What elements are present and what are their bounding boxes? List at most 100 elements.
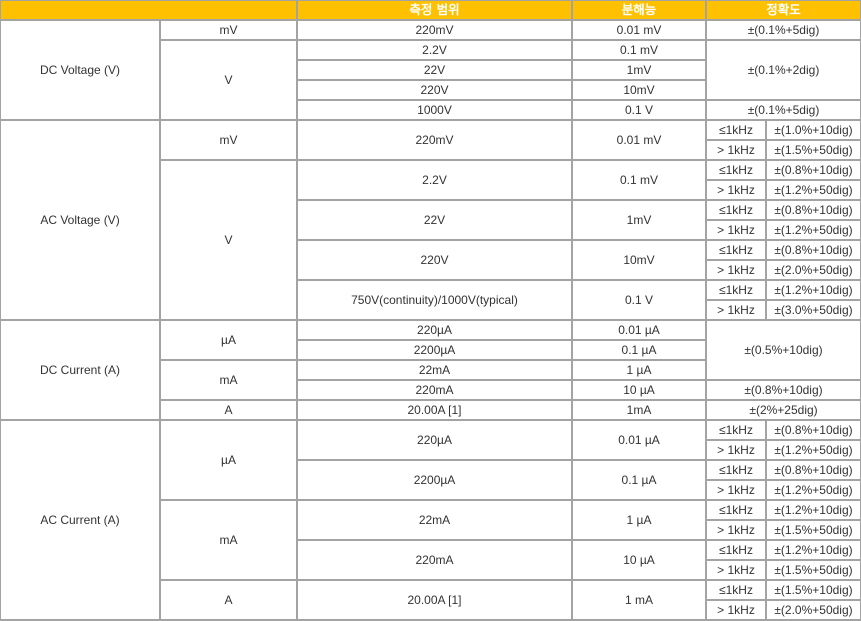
table-cell: ±(1.5%+50dig) [764,519,861,541]
table-cell: ±(1.2%+10dig) [764,539,861,561]
table-cell: 0.1 µA [571,339,707,361]
table-row: > 1kHz ±(1.5%+50dig) [0,519,861,541]
table-cell: ±(0.1%+5dig) [704,19,861,41]
table-row: mA 22mA 1 µA ≤1kHz ±(1.2%+10dig) [0,499,861,581]
table-cell: ±(0.8%+10dig) [764,419,861,441]
table-cell: 1000V [296,99,573,121]
table-cell: 1mV [571,199,707,241]
table-cell: A [159,579,298,621]
table-row: > 1kHz ±(1.2%+50dig) [0,219,861,241]
table-cell: 10 µA [571,379,707,401]
table-cell: ±(1.0%+10dig) [764,119,861,141]
table-cell: 2200µA [296,339,573,361]
table-cell: > 1kHz [705,259,767,281]
table-cell: 22V [296,59,573,81]
table-cell: 0.1 V [571,279,707,321]
table-cell: ±(1.2%+50dig) [764,179,861,201]
table-row: > 1kHz ±(1.5%+50dig) [0,139,861,161]
table-cell: 220mV [296,19,573,41]
table-cell: 20.00A [1] [296,399,573,421]
table-row: 1000V 0.1 V ±(0.1%+5dig) [0,99,861,121]
table-row: 2200µA 0.1 µA [0,339,861,361]
table-cell: 2.2V [296,159,573,201]
table-cell: ≤1kHz [705,579,767,601]
table-cell: ≤1kHz [705,119,767,141]
table-cell: > 1kHz [705,519,767,541]
table-cell: > 1kHz [705,179,767,201]
table-cell: 220mV [296,119,573,161]
table-cell: 220mA [296,379,573,401]
table-cell: µA [159,319,298,361]
table-cell: mA [159,499,298,581]
table-cell: 220V [296,79,573,101]
table-cell: > 1kHz [705,479,767,501]
table-cell: ±(3.0%+50dig) [764,299,861,321]
table-cell: ≤1kHz [705,459,767,481]
table-row: V 2.2V 0.1 mV ±(0.1%+2dig) [0,39,861,121]
table-cell: 0.01 µA [571,319,707,341]
table-cell: ≤1kHz [705,199,767,221]
table-cell: 20.00A [1] [296,579,573,621]
table-cell: > 1kHz [705,559,767,581]
table-cell: 750V(continuity)/1000V(typical) [296,279,573,321]
table-row: 750V(continuity)/1000V(typical) 0.1 V ≤1kH… [0,279,861,321]
table-cell: V [159,159,298,321]
table-cell: > 1kHz [705,299,767,321]
table-cell: ≤1kHz [705,419,767,441]
table-cell: 1 mA [571,579,707,621]
table-cell: 10mV [571,79,707,101]
table-row: 2200µA 0.1 µA ≤1kHz ±(0.8%+10dig) [0,459,861,501]
table-cell: > 1kHz [705,599,767,621]
table-row: DC Voltage (V) mV 220mV 0.01 mV ±(0.1%+5dig) [0,19,861,121]
table-cell: 1mV [571,59,707,81]
table-cell: DC Voltage (V) [0,19,161,121]
table-row: AC Current (A) µA 220µA 0.01 µA ≤1kHz ±(0.8%+… [0,419,861,621]
table-cell: 2200µA [296,459,573,501]
table-body: DC Voltage (V) mV 220mV 0.01 mV ±(0.1%+5dig)… [0,19,861,621]
table-cell: 22V [296,199,573,241]
header-row: 측정 범위 분해능 정확도 [0,0,861,21]
table-row: 220V 10mV ≤1kHz ±(0.8%+10dig) [0,239,861,281]
table-cell: ≤1kHz [705,279,767,301]
table-cell: 10 µA [571,539,707,581]
table-row: A 20.00A [1] 1 mA ≤1kHz ±(1.5%+10dig) [0,579,861,621]
table-cell: ≤1kHz [705,539,767,561]
table-row: DC Current (A) µA 220µA 0.01 µA ±(0.5%+10dig… [0,319,861,421]
table-cell: ±(1.5%+50dig) [764,139,861,161]
table-cell: 220µA [296,319,573,341]
table-cell: ±(0.8%+10dig) [764,239,861,261]
table-row: > 1kHz ±(1.2%+50dig) [0,439,861,461]
table-row: mA 22mA 1 µA [0,359,861,401]
table-cell: ±(1.2%+50dig) [764,479,861,501]
table-cell: 10mV [571,239,707,281]
table-row: > 1kHz ±(2.0%+50dig) [0,599,861,621]
table-cell: 22mA [296,499,573,541]
table-cell: 0.1 mV [571,159,707,201]
table-cell: 0.1 V [571,99,707,121]
header-resolution: 분해능 [571,0,707,21]
table-cell: mA [159,359,298,401]
table-cell: V [159,39,298,121]
table-cell: ±(1.2%+50dig) [764,219,861,241]
table-cell: ±(1.2%+50dig) [764,439,861,461]
table-cell: ±(2.0%+50dig) [764,259,861,281]
table-cell: DC Current (A) [0,319,161,421]
table-row: AC Voltage (V) mV 220mV 0.01 mV ≤1kHz ±(1.0%+… [0,119,861,321]
table-cell: AC Current (A) [0,419,161,621]
table-row: > 1kHz ±(1.2%+50dig) [0,179,861,201]
table-cell: µA [159,419,298,501]
table-cell: ≤1kHz [705,499,767,521]
table-cell: ±(0.8%+10dig) [704,379,861,401]
table-cell: AC Voltage (V) [0,119,161,321]
table-cell: ±(1.2%+10dig) [764,499,861,521]
table-row: 22V 1mV ≤1kHz ±(0.8%+10dig) [0,199,861,241]
table-cell: 22mA [296,359,573,381]
header-range: 측정 범위 [296,0,573,21]
table-cell: ±(0.1%+2dig) [704,39,861,101]
header-blank [0,0,298,21]
table-row: > 1kHz ±(2.0%+50dig) [0,259,861,281]
table-cell: 220mA [296,539,573,581]
table-row: 220V 10mV [0,79,861,101]
table-cell: > 1kHz [705,219,767,241]
